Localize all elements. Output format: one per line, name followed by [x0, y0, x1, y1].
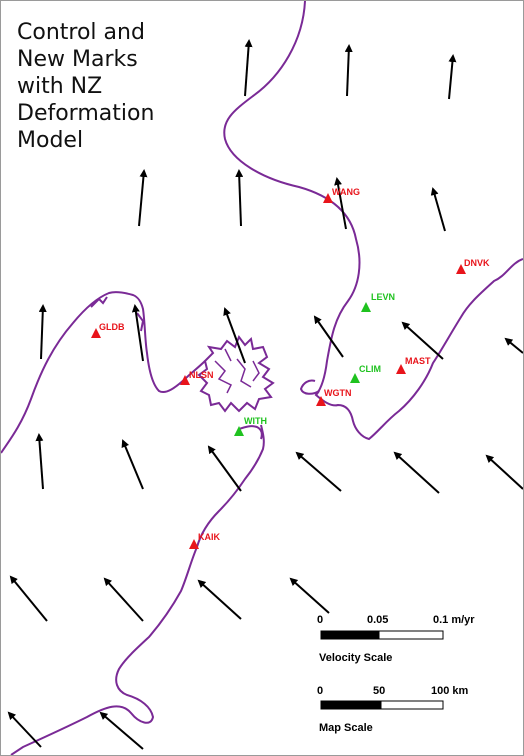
velocity-arrow	[504, 337, 523, 354]
station-label-dnvk: DNVK	[464, 258, 490, 268]
station-marker-wang[interactable]	[323, 193, 333, 203]
map-scale-tick-1: 50	[373, 685, 385, 697]
velocity-arrow	[235, 169, 244, 227]
velocity-arrow	[9, 575, 48, 622]
coastline-south-island-east	[10, 424, 265, 755]
coastline-south-island-north	[1, 291, 206, 454]
velocity-arrow	[103, 577, 144, 622]
velocity-scale-tick-1: 0.05	[367, 614, 388, 626]
velocity-arrow	[35, 433, 44, 490]
velocity-arrow	[295, 451, 342, 492]
station-label-wang: WANG	[332, 187, 360, 197]
station-marker-wgtn[interactable]	[316, 396, 326, 406]
station-marker-levn[interactable]	[361, 302, 371, 312]
velocity-arrow	[7, 711, 42, 748]
sounds-detail	[214, 348, 260, 394]
velocity-arrow	[393, 451, 440, 494]
coastline-marlborough-sounds	[197, 334, 275, 413]
velocity-scale-tick-0: 0	[317, 614, 323, 626]
velocity-arrow	[197, 579, 242, 620]
velocity-vectors	[7, 39, 523, 750]
velocity-arrow	[401, 321, 444, 360]
coastline-clifford-bay	[238, 425, 263, 440]
velocity-arrow	[207, 445, 242, 492]
map-scale-tick-0: 0	[317, 685, 323, 697]
velocity-arrow	[485, 454, 523, 490]
velocity-arrow	[131, 304, 144, 362]
velocity-arrow	[244, 39, 253, 97]
velocity-arrow	[121, 439, 144, 490]
coastline-north-island-east	[223, 1, 361, 396]
map-title: Control and New Marks with NZ Deformatio…	[17, 20, 155, 153]
velocity-arrow	[223, 307, 246, 364]
station-markers	[91, 193, 466, 549]
velocity-arrow	[313, 315, 344, 358]
station-label-with: WITH	[244, 416, 267, 426]
station-label-levn: LEVN	[371, 292, 395, 302]
coastline-north-island-south	[299, 258, 523, 441]
station-label-wgtn: WGTN	[324, 388, 352, 398]
map-scale-tick-2: 100 km	[431, 685, 469, 697]
velocity-arrow	[448, 54, 457, 100]
golden-bay-detail	[90, 296, 145, 332]
station-marker-kaik[interactable]	[189, 539, 199, 549]
map-scale: 0 50 100 km Map Scale	[317, 685, 469, 734]
station-label-gldb: GLDB	[99, 322, 125, 332]
velocity-arrow	[334, 177, 347, 230]
velocity-arrow	[138, 169, 148, 227]
velocity-arrow	[344, 44, 353, 97]
map-scale-caption: Map Scale	[319, 722, 373, 734]
station-label-nlsn: NLSN	[189, 370, 214, 380]
velocity-scale-tick-2: 0.1 m/yr	[433, 614, 475, 626]
station-label-clim: CLIM	[359, 364, 381, 374]
station-label-kaik: KAIK	[198, 532, 220, 542]
velocity-scale-caption: Velocity Scale	[319, 652, 392, 664]
station-marker-with[interactable]	[234, 426, 244, 436]
velocity-arrow	[430, 187, 446, 232]
velocity-arrow	[38, 304, 47, 360]
velocity-arrow	[289, 577, 330, 614]
map-scale-white	[380, 700, 444, 710]
station-marker-mast[interactable]	[396, 364, 406, 374]
map-scale-black	[320, 700, 382, 710]
station-marker-nlsn[interactable]	[180, 375, 190, 385]
velocity-scale: 0 0.05 0.1 m/yr Velocity Scale	[317, 614, 475, 664]
station-marker-dnvk[interactable]	[456, 264, 466, 274]
station-label-mast: MAST	[405, 356, 431, 366]
station-marker-gldb[interactable]	[91, 328, 101, 338]
velocity-scale-black	[320, 630, 380, 640]
velocity-arrow	[99, 711, 144, 750]
velocity-scale-white	[378, 630, 444, 640]
station-labels: WANG DNVK GLDB NLSN MAST WGTN KAIK LEVN …	[99, 187, 490, 542]
station-marker-clim[interactable]	[350, 373, 360, 383]
